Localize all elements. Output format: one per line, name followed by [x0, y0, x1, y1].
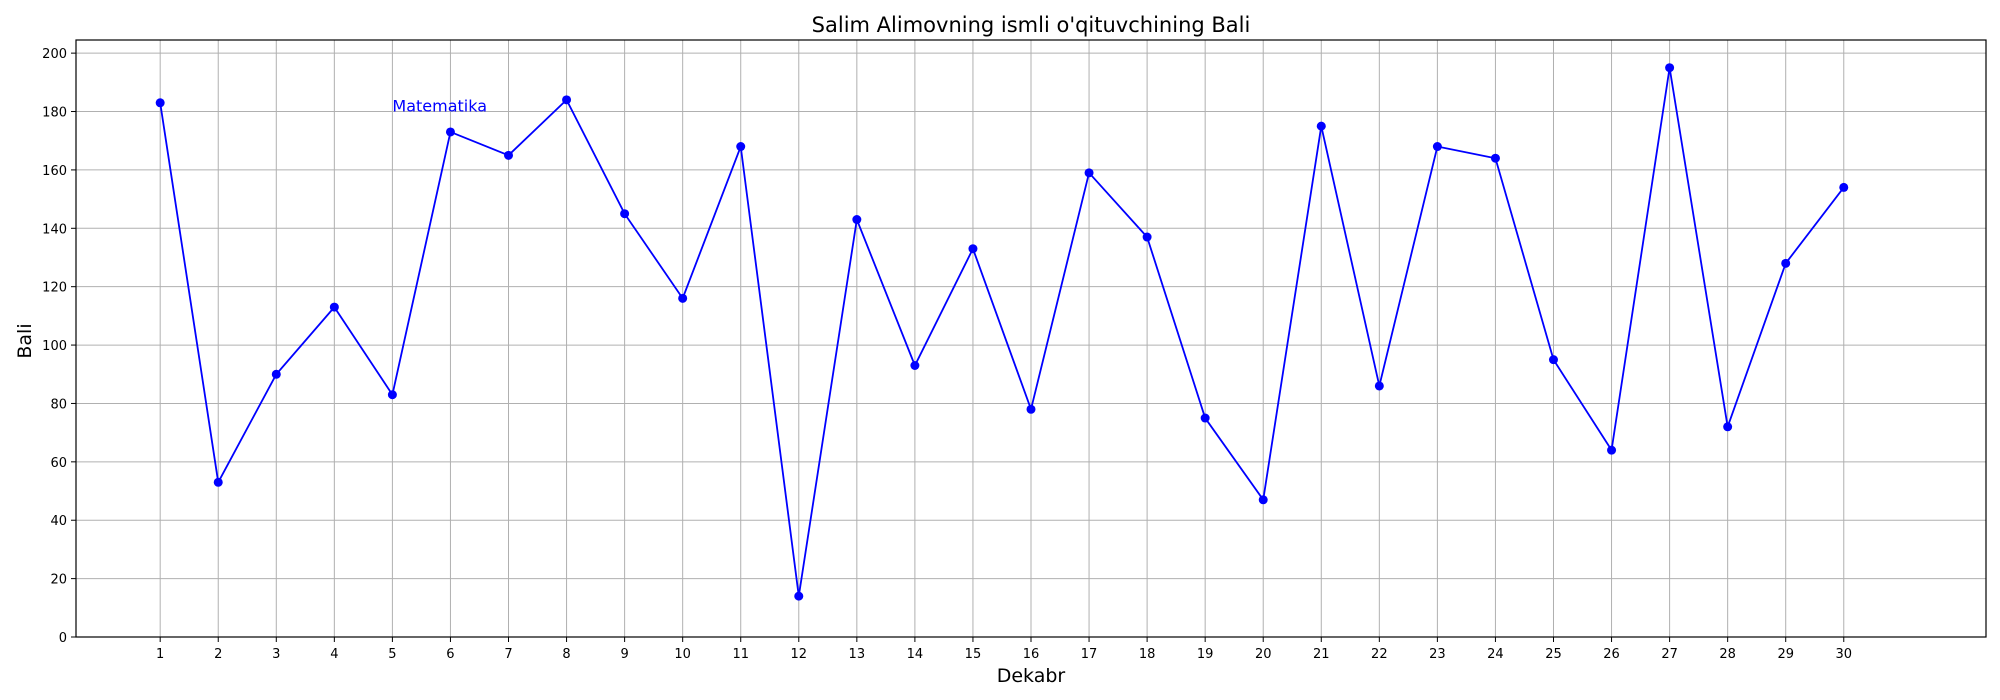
y-tick-label: 80	[50, 397, 67, 412]
annotation-layer: Matematika	[392, 97, 487, 116]
x-tick-label: 15	[965, 647, 982, 662]
x-tick-label: 9	[620, 647, 628, 662]
data-point	[213, 477, 223, 487]
x-tick-label: 13	[849, 647, 866, 662]
data-point	[1026, 404, 1036, 414]
x-tick-label: 1	[156, 647, 164, 662]
data-point	[504, 150, 514, 160]
y-tick-label: 200	[42, 47, 67, 62]
x-tick-label: 21	[1313, 647, 1330, 662]
data-point	[1490, 153, 1500, 163]
data-point	[445, 127, 455, 137]
x-tick-label: 27	[1661, 647, 1678, 662]
annotation-label: Matematika	[392, 97, 487, 116]
x-tick-label: 26	[1603, 647, 1620, 662]
series-line	[159, 67, 1845, 597]
data-point	[155, 98, 165, 108]
x-tick-label: 18	[1139, 647, 1156, 662]
x-tick-label: 24	[1487, 647, 1504, 662]
data-point	[562, 95, 572, 105]
data-point	[1258, 495, 1268, 505]
data-point	[1142, 232, 1152, 242]
x-tick-label: 8	[562, 647, 570, 662]
x-tick-label: 7	[504, 647, 512, 662]
data-point	[1432, 142, 1442, 152]
x-tick-label: 12	[791, 647, 808, 662]
x-tick-label: 5	[388, 647, 396, 662]
x-tick-label: 29	[1777, 647, 1794, 662]
y-tick-label: 100	[42, 339, 67, 354]
data-point	[1607, 445, 1617, 455]
data-point	[329, 302, 339, 312]
y-tick-label: 180	[42, 106, 67, 121]
chart-title: Salim Alimovning ismli o'qituvchining Ba…	[812, 13, 1251, 37]
x-tick-label: 20	[1255, 647, 1272, 662]
y-tick-label: 20	[50, 573, 67, 588]
data-point	[1723, 422, 1733, 432]
data-point	[387, 390, 397, 400]
data-point	[968, 244, 978, 254]
x-axis-label: Dekabr	[997, 665, 1066, 687]
data-point	[910, 361, 920, 371]
data-point	[271, 369, 281, 379]
y-tick-label: 0	[59, 631, 67, 646]
x-tick-label: 2	[214, 647, 222, 662]
x-tick-label: 25	[1545, 647, 1562, 662]
data-point	[620, 209, 630, 219]
data-point	[1548, 355, 1558, 365]
data-point	[852, 215, 862, 225]
x-tick-label: 28	[1719, 647, 1736, 662]
data-point	[1084, 168, 1094, 178]
tick-layer: 1 2 3 4 5 6 7 8 9 10 11 12 13 14 15 16 17 18 19 20 21 22 23 24 2…	[42, 47, 1852, 662]
x-tick-label: 4	[330, 647, 338, 662]
data-point	[1839, 182, 1849, 192]
x-tick-label: 6	[446, 647, 454, 662]
x-tick-label: 30	[1835, 647, 1852, 662]
x-tick-label: 17	[1081, 647, 1098, 662]
data-point	[794, 591, 804, 601]
x-tick-label: 3	[272, 647, 280, 662]
data-point	[1200, 413, 1210, 423]
data-point	[1665, 63, 1675, 73]
x-tick-label: 11	[732, 647, 749, 662]
y-tick-label: 160	[42, 164, 67, 179]
x-tick-label: 16	[1023, 647, 1040, 662]
data-point	[736, 142, 746, 152]
data-point	[1374, 381, 1384, 391]
x-tick-label: 19	[1197, 647, 1214, 662]
data-point	[1781, 258, 1791, 268]
data-point	[678, 293, 688, 303]
x-tick-label: 10	[674, 647, 691, 662]
x-tick-label: 14	[907, 647, 924, 662]
y-tick-label: 120	[42, 281, 67, 296]
y-axis-label: Bali	[14, 323, 36, 358]
grid-layer	[76, 40, 1986, 638]
x-tick-label: 22	[1371, 647, 1388, 662]
y-tick-label: 40	[50, 514, 67, 529]
x-tick-label: 23	[1429, 647, 1446, 662]
y-tick-label: 60	[50, 456, 67, 471]
series-layer	[155, 63, 1849, 601]
y-tick-label: 140	[42, 222, 67, 237]
data-point	[1316, 121, 1326, 131]
